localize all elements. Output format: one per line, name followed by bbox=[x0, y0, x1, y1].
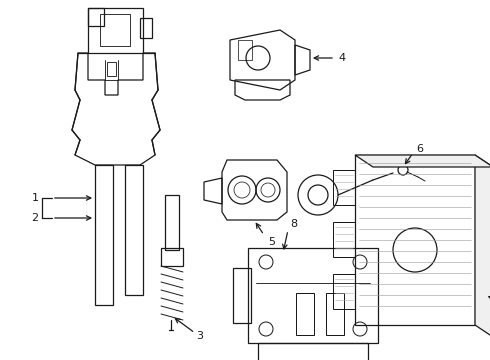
Bar bbox=[88, 8, 143, 53]
Bar bbox=[100, 14, 130, 46]
Text: 1: 1 bbox=[31, 193, 39, 203]
Bar bbox=[161, 248, 183, 266]
Bar bbox=[140, 18, 152, 38]
Bar bbox=[248, 248, 378, 343]
Polygon shape bbox=[475, 155, 490, 337]
Text: 6: 6 bbox=[416, 144, 423, 154]
Text: 8: 8 bbox=[291, 219, 297, 229]
Polygon shape bbox=[355, 155, 490, 167]
Text: 3: 3 bbox=[196, 331, 203, 341]
Bar bbox=[333, 170, 355, 205]
Bar bbox=[333, 274, 355, 309]
Bar bbox=[296, 293, 314, 335]
Bar bbox=[326, 293, 344, 335]
Bar bbox=[88, 8, 104, 26]
Bar bbox=[333, 222, 355, 257]
Text: 5: 5 bbox=[269, 237, 275, 247]
Bar bbox=[107, 62, 116, 76]
Bar bbox=[233, 268, 251, 323]
Text: 2: 2 bbox=[31, 213, 39, 223]
Bar bbox=[165, 195, 179, 250]
Bar bbox=[95, 165, 113, 305]
Bar bbox=[238, 40, 252, 60]
Text: 4: 4 bbox=[339, 53, 345, 63]
Bar bbox=[258, 343, 368, 360]
Bar bbox=[355, 155, 475, 325]
Bar bbox=[125, 165, 143, 295]
